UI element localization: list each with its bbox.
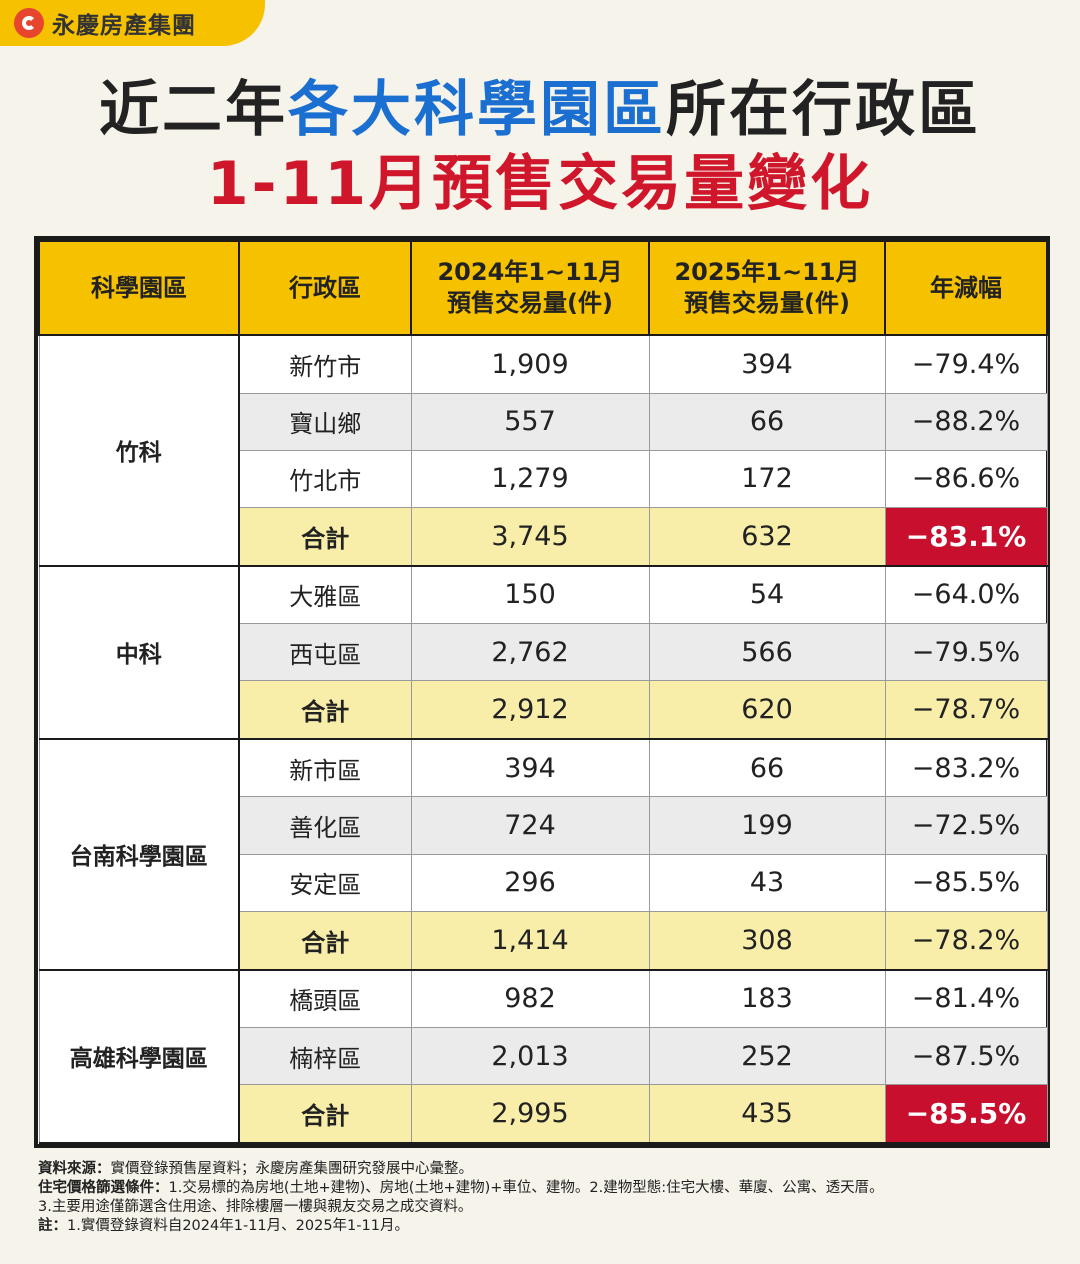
table-row: 竹科 新竹市 1,909 394 −79.4%	[38, 334, 1048, 567]
value-2025: 172	[648, 449, 886, 509]
change-cell: −88.2%	[884, 392, 1048, 451]
value-2024: 2,762	[410, 623, 650, 682]
value-2025: 566	[648, 623, 886, 682]
table-row: 安定區 296 43 −85.5%	[39, 853, 1048, 912]
table-row: 西屯區 2,762 566 −79.5%	[39, 623, 1048, 682]
value-2025: 308	[648, 910, 886, 971]
change-cell: −81.4%	[884, 969, 1048, 1029]
district-cell: 安定區	[238, 853, 412, 912]
change-cell: −85.5%	[884, 853, 1048, 912]
change-cell: −72.5%	[884, 796, 1048, 855]
district-cell: 合計	[238, 910, 412, 971]
value-2024: 724	[410, 796, 650, 855]
value-2025: 620	[648, 680, 886, 740]
brand-name: 永慶房產集團	[52, 13, 196, 39]
value-2025: 66	[648, 738, 886, 798]
value-2025: 632	[648, 507, 886, 567]
value-2024: 982	[410, 969, 650, 1029]
value-2025: 394	[648, 334, 886, 394]
title-part-a: 近二年	[99, 75, 288, 145]
district-cell: 新市區	[238, 738, 412, 798]
district-cell: 寶山鄉	[238, 392, 412, 451]
value-2025: 435	[648, 1084, 886, 1145]
remark-note: 註：1.實價登錄資料自2024年1-11月、2025年1-11月。	[38, 1218, 409, 1234]
district-cell: 合計	[238, 1084, 412, 1145]
table-row: 善化區 724 199 −72.5%	[39, 796, 1048, 855]
park-name: 竹科	[38, 334, 240, 567]
table-row: 台南科學園區 新市區 394 66 −83.2%	[38, 738, 1048, 971]
table-row: 高雄科學園區 橋頭區 982 183 −81.4%	[38, 969, 1048, 1145]
table-body: 竹科 新竹市 1,909 394 −79.4% 寶山鄉 557 66 −88.2% 竹北市 1,27…	[38, 334, 1048, 1145]
value-2025: 183	[648, 969, 886, 1029]
value-2024: 150	[410, 565, 650, 625]
park-name: 高雄科學園區	[38, 969, 240, 1145]
header-2024: 2024年1~11月 預售交易量(件)	[410, 240, 650, 336]
district-cell: 新竹市	[238, 334, 412, 394]
change-cell: −78.2%	[884, 910, 1048, 971]
table-row: 寶山鄉 557 66 −88.2%	[39, 392, 1048, 451]
data-table: 科學園區 行政區 2024年1~11月 預售交易量(件) 2025年1~11月 預售…	[34, 236, 1050, 1148]
value-2025: 54	[648, 565, 886, 625]
title-line-1: 近二年各大科學園區所在行政區	[0, 72, 1080, 148]
district-cell: 橋頭區	[238, 969, 412, 1029]
change-cell: −64.0%	[884, 565, 1048, 625]
value-2025: 66	[648, 392, 886, 451]
header-district: 行政區	[238, 240, 412, 336]
filter-note-2: 3.主要用途僅篩選含住用途、排除樓層一樓與親友交易之成交資料。	[38, 1199, 473, 1215]
district-cell: 楠梓區	[238, 1027, 412, 1086]
brand-banner: 永慶房產集團	[0, 0, 265, 46]
district-cell: 合計	[238, 507, 412, 567]
value-2024: 394	[410, 738, 650, 798]
change-cell: −78.7%	[884, 680, 1048, 740]
value-2024: 2,912	[410, 680, 650, 740]
table-row: 楠梓區 2,013 252 −87.5%	[39, 1027, 1048, 1086]
district-cell: 竹北市	[238, 449, 412, 509]
change-cell: −87.5%	[884, 1027, 1048, 1086]
district-cell: 合計	[238, 680, 412, 740]
change-cell: −79.4%	[884, 334, 1048, 394]
table-row: 竹北市 1,279 172 −86.6%	[39, 449, 1048, 509]
title-part-c: 所在行政區	[666, 75, 981, 145]
total-row: 合計 1,414 308 −78.2%	[39, 910, 1048, 971]
total-row: 合計 2,995 435 −85.5%	[39, 1084, 1048, 1145]
district-cell: 大雅區	[238, 565, 412, 625]
change-cell: −79.5%	[884, 623, 1048, 682]
value-2024: 557	[410, 392, 650, 451]
value-2024: 2,013	[410, 1027, 650, 1086]
value-2024: 2,995	[410, 1084, 650, 1145]
value-2025: 43	[648, 853, 886, 912]
brand-logo-icon	[14, 8, 44, 38]
change-cell: −83.1%	[884, 507, 1048, 567]
title-part-b: 各大科學園區	[288, 75, 666, 145]
value-2024: 296	[410, 853, 650, 912]
header-2025: 2025年1~11月 預售交易量(件)	[648, 240, 886, 336]
district-cell: 西屯區	[238, 623, 412, 682]
title-line-2: 1-11月預售交易量變化	[206, 149, 874, 219]
table-row: 中科 大雅區 150 54 −64.0%	[38, 565, 1048, 740]
change-cell: −85.5%	[884, 1084, 1048, 1145]
header-change: 年減幅	[884, 240, 1048, 336]
footnotes: 資料來源：實價登錄預售屋資料；永慶房產集團研究發展中心彙整。 住宅價格篩選條件：…	[38, 1160, 1048, 1236]
district-cell: 善化區	[238, 796, 412, 855]
park-name: 台南科學園區	[38, 738, 240, 971]
header-park: 科學園區	[38, 240, 240, 336]
source-note: 資料來源：實價登錄預售屋資料；永慶房產集團研究發展中心彙整。	[38, 1161, 473, 1177]
filter-note: 住宅價格篩選條件：1.交易標的為房地(土地+建物)、房地(土地+建物)+車位、建…	[38, 1180, 884, 1196]
value-2024: 3,745	[410, 507, 650, 567]
value-2025: 199	[648, 796, 886, 855]
value-2024: 1,279	[410, 449, 650, 509]
total-row: 合計 2,912 620 −78.7%	[39, 680, 1048, 740]
change-cell: −83.2%	[884, 738, 1048, 798]
change-cell: −86.6%	[884, 449, 1048, 509]
value-2025: 252	[648, 1027, 886, 1086]
value-2024: 1,414	[410, 910, 650, 971]
park-name: 中科	[38, 565, 240, 740]
value-2024: 1,909	[410, 334, 650, 394]
total-row: 合計 3,745 632 −83.1%	[39, 507, 1048, 567]
